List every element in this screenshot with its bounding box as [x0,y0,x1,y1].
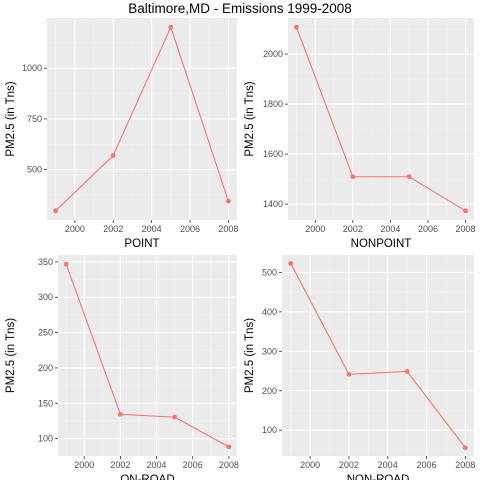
data-point-2002 [350,174,356,180]
series-line-nonpoint [295,26,466,212]
x-axis-title: ON-ROAD [120,474,174,480]
data-point-2008 [225,198,231,204]
y-axis-title: PM2.5 (in Tns) [5,81,17,156]
data-point-2002 [346,371,352,377]
data-point-2002 [117,411,123,417]
data-point-1999 [53,208,59,214]
x-axis-title: NON-ROAD [347,474,410,480]
data-point-2008 [226,444,232,450]
y-tick-label: 1600 [263,149,283,159]
series-line-non-road [290,263,466,448]
y-tick-label: 400 [262,307,277,317]
x-tick-label: 2000 [300,460,320,470]
y-tick-label: 300 [38,292,53,302]
x-tick-label: 2006 [183,460,203,470]
panel-background [58,255,237,456]
x-tick-label: 2004 [147,460,167,470]
data-point-1999 [63,261,69,267]
x-tick-label: 2004 [380,224,400,234]
data-point-2005 [172,414,178,420]
y-tick-label: 750 [27,114,42,124]
y-tick-label: 1800 [263,99,283,109]
x-tick-label: 2004 [142,224,162,234]
x-tick-label: 2006 [180,224,200,234]
y-tick-label: 250 [38,328,53,338]
data-point-2005 [168,24,174,30]
y-tick-label: 100 [262,425,277,435]
x-tick-label: 2006 [418,224,438,234]
data-point-2005 [404,369,410,374]
x-tick-label: 2002 [339,460,359,470]
x-tick-label: 2008 [455,460,475,470]
y-axis-title: PM2.5 (in Tns) [244,318,256,393]
series-line-point [55,25,229,212]
x-tick-label: 2000 [65,224,85,234]
data-point-2002 [110,153,116,158]
y-tick-label: 300 [262,346,277,356]
data-point-2008 [463,208,468,214]
figure-title: Baltimore,MD - Emissions 1999-2008 [128,1,352,16]
panel-nonpoint: 2000 2002 2004 2006 2008 1400 1600 1800 2000 NONP… [244,18,476,250]
x-tick-label: 2008 [219,460,239,470]
data-point-1999 [288,261,294,266]
x-tick-label: 2002 [110,460,130,470]
y-tick-label: 500 [262,267,277,277]
y-axis-title: PM2.5 (in Tns) [244,81,256,156]
y-axis-title: PM2.5 (in Tns) [5,318,17,393]
panel-background [282,255,474,456]
y-tick-label: 100 [38,434,53,444]
panel-point: 2000 2002 2004 2006 2008 500 750 1000 POINT PM2.5… [5,18,238,250]
x-tick-label: 2004 [378,460,398,470]
y-tick-label: 200 [38,363,53,373]
y-tick-label: 350 [38,257,53,267]
y-tick-label: 2000 [263,49,283,59]
x-axis-title: POINT [124,238,159,250]
y-tick-label: 500 [27,165,42,175]
panel-background [288,18,474,220]
y-tick-label: 1400 [263,199,283,209]
data-point-2005 [406,174,412,180]
y-tick-label: 200 [262,386,277,396]
y-tick-label: 1000 [22,63,42,73]
y-tick-label: 150 [38,398,53,408]
x-tick-label: 2000 [305,224,325,234]
x-tick-label: 2002 [343,224,363,234]
x-tick-label: 2000 [74,460,94,470]
data-point-1999 [294,24,299,30]
panel-on-road: 2000 2002 2004 2006 2008 100 150 200 250 300 350 ON… [5,255,239,480]
panel-non-road: 2000 2002 2004 2006 2008 100 200 300 400 500 NON-R… [244,255,475,480]
data-point-2008 [462,445,468,451]
x-tick-label: 2006 [416,460,436,470]
x-tick-label: 2002 [103,224,123,234]
x-tick-label: 2008 [218,224,238,234]
series-line-on-road [65,263,230,448]
x-tick-label: 2008 [456,224,476,234]
x-axis-title: NONPOINT [351,238,412,250]
